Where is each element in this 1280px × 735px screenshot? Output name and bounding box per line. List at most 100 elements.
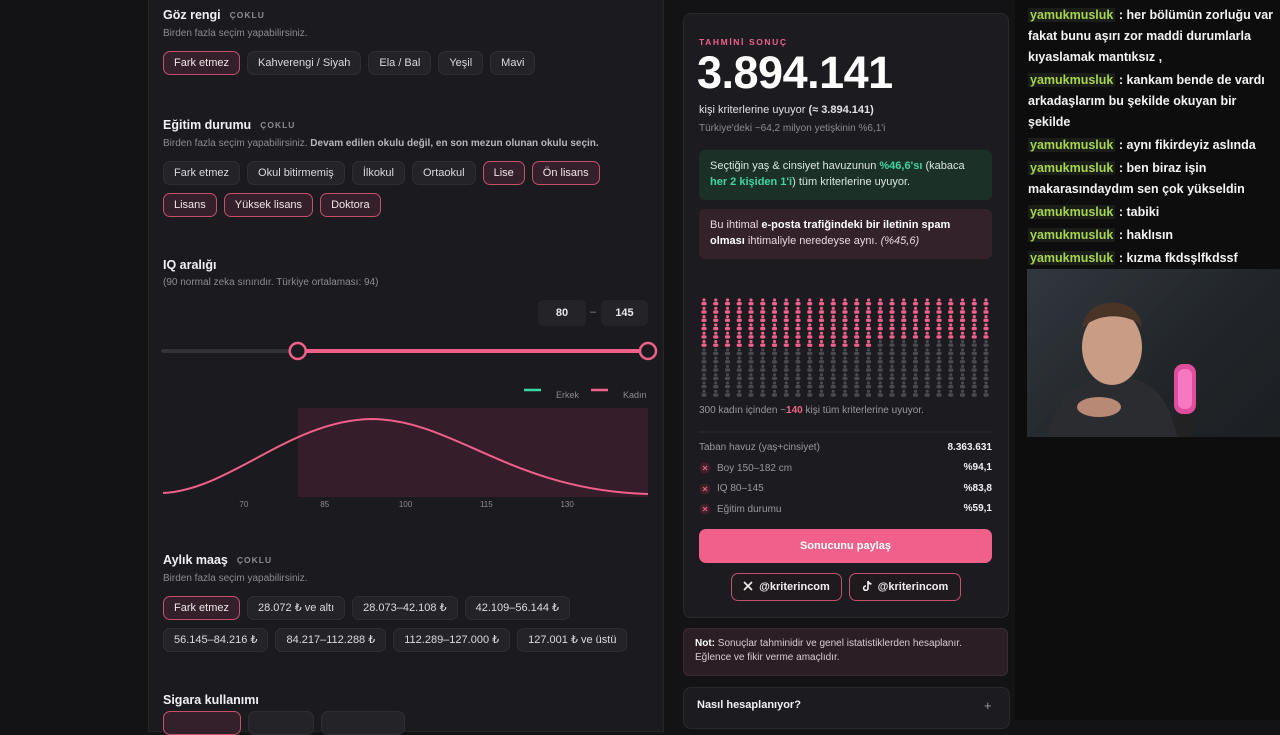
icon-body xyxy=(912,385,919,389)
icon-body xyxy=(983,385,989,389)
icon-body xyxy=(760,385,766,389)
icon-body xyxy=(971,393,977,397)
person-icon xyxy=(924,306,930,314)
section-desc: Birden fazla seçim yapabilirsiniz. xyxy=(163,28,308,39)
chip[interactable]: İlkokul xyxy=(351,161,405,185)
icon-head xyxy=(772,339,777,344)
person-icon xyxy=(983,331,989,339)
chip[interactable]: Lisans xyxy=(163,193,217,217)
message-text: haklısın xyxy=(1126,228,1174,242)
icon-head xyxy=(831,381,835,385)
icon-head xyxy=(855,323,859,327)
username: yamukmusluk xyxy=(1028,205,1116,219)
person-icon xyxy=(713,373,719,381)
chip[interactable]: Ela / Bal xyxy=(368,51,432,75)
person-icon xyxy=(783,381,789,389)
icon-head xyxy=(819,389,824,393)
person-icon xyxy=(760,298,766,306)
chip[interactable]: 28.072 ₺ ve altı xyxy=(247,596,346,620)
person-icon xyxy=(783,298,789,306)
icon-head xyxy=(890,348,894,352)
chip[interactable]: 42.109–56.144 ₺ xyxy=(464,596,571,620)
icon-head xyxy=(902,315,906,319)
iq-min-input[interactable]: 80 xyxy=(538,300,586,326)
chip[interactable]: Okul bitirmemiş xyxy=(247,161,345,185)
icon-body xyxy=(936,393,942,397)
chip[interactable]: Ön lisans xyxy=(531,161,600,185)
text: (%45,6) xyxy=(880,235,920,247)
icon-body xyxy=(818,376,825,381)
chip[interactable]: Doktora xyxy=(320,193,381,217)
slider-handle[interactable] xyxy=(638,341,658,361)
person-icon xyxy=(783,306,789,314)
icon-body xyxy=(889,335,895,339)
social-button[interactable]: @kriterincom xyxy=(731,573,842,601)
chip[interactable]: 127.001 ₺ ve üstü xyxy=(517,628,628,652)
chip[interactable] xyxy=(163,711,241,735)
chip-row: 56.145–84.216 ₺ 84.217–112.288 ₺ 112.289–1… xyxy=(163,628,628,652)
chip[interactable]: Yeşil xyxy=(438,51,484,75)
chip[interactable]: Mavi xyxy=(490,51,536,75)
person-icon xyxy=(771,356,778,364)
person-icon xyxy=(830,323,836,331)
icon-body xyxy=(889,385,895,389)
person-icon xyxy=(818,306,825,314)
chip[interactable]: Fark etmez xyxy=(163,51,241,75)
icon-body xyxy=(912,335,919,339)
chip[interactable]: 84.217–112.288 ₺ xyxy=(275,628,387,652)
chip[interactable]: 112.289–127.000 ₺ xyxy=(393,628,511,652)
chip[interactable]: Fark etmez xyxy=(163,596,241,620)
person-icon xyxy=(783,389,789,397)
icon-head xyxy=(960,298,965,302)
chip-group: Fark etmez Kahverengi / Siyah Ela / Bal Yeş… xyxy=(163,51,536,83)
icon-head xyxy=(984,315,988,319)
person-icon xyxy=(971,356,977,364)
icon-head xyxy=(808,339,812,344)
icon-body xyxy=(807,360,813,364)
icon-head xyxy=(796,389,800,393)
icon-body xyxy=(971,318,977,322)
social-button[interactable]: @kriterincom xyxy=(849,573,961,601)
chip[interactable]: Yüksek lisans xyxy=(223,193,314,217)
person-icon xyxy=(959,348,966,356)
iq-max-input[interactable]: 145 xyxy=(601,300,648,326)
icon-body xyxy=(818,335,825,339)
icon-body xyxy=(924,318,930,322)
icon-body xyxy=(889,393,895,397)
person-icon xyxy=(701,323,707,331)
share-button[interactable]: Sonucunu paylaş xyxy=(699,529,992,563)
chip[interactable]: Kahverengi / Siyah xyxy=(247,51,362,75)
chip[interactable]: 28.073–42.108 ₺ xyxy=(352,596,458,620)
icon-body xyxy=(901,368,907,372)
icon-body xyxy=(736,318,742,322)
icon-body xyxy=(795,351,801,356)
chip[interactable] xyxy=(321,711,405,735)
person-icon xyxy=(854,298,860,306)
person-icon xyxy=(760,348,766,356)
icon-body xyxy=(854,302,860,306)
person-icon xyxy=(948,356,954,364)
icon-head xyxy=(808,373,812,377)
person-icon xyxy=(748,356,754,364)
person-icon xyxy=(771,331,778,339)
chip[interactable]: Lise xyxy=(482,161,525,185)
icon-head xyxy=(749,298,753,302)
chip[interactable]: Fark etmez xyxy=(163,161,241,185)
chip[interactable]: Ortaokul xyxy=(412,161,476,185)
slider-handle[interactable] xyxy=(288,341,307,361)
separator: : xyxy=(1118,8,1124,22)
icon-body xyxy=(818,343,825,347)
person-icon xyxy=(830,331,836,339)
chip[interactable]: 56.145–84.216 ₺ xyxy=(163,628,269,652)
person-icon xyxy=(912,331,919,339)
icon-body xyxy=(760,326,766,331)
person-icon xyxy=(959,298,966,306)
person-icon xyxy=(983,381,989,389)
icon-body xyxy=(783,343,789,347)
tiktok-icon xyxy=(862,580,872,592)
x-icon xyxy=(743,581,753,591)
chip[interactable] xyxy=(248,711,314,735)
person-icon xyxy=(701,306,707,314)
icon-head xyxy=(796,381,800,385)
person-icon xyxy=(818,364,825,372)
